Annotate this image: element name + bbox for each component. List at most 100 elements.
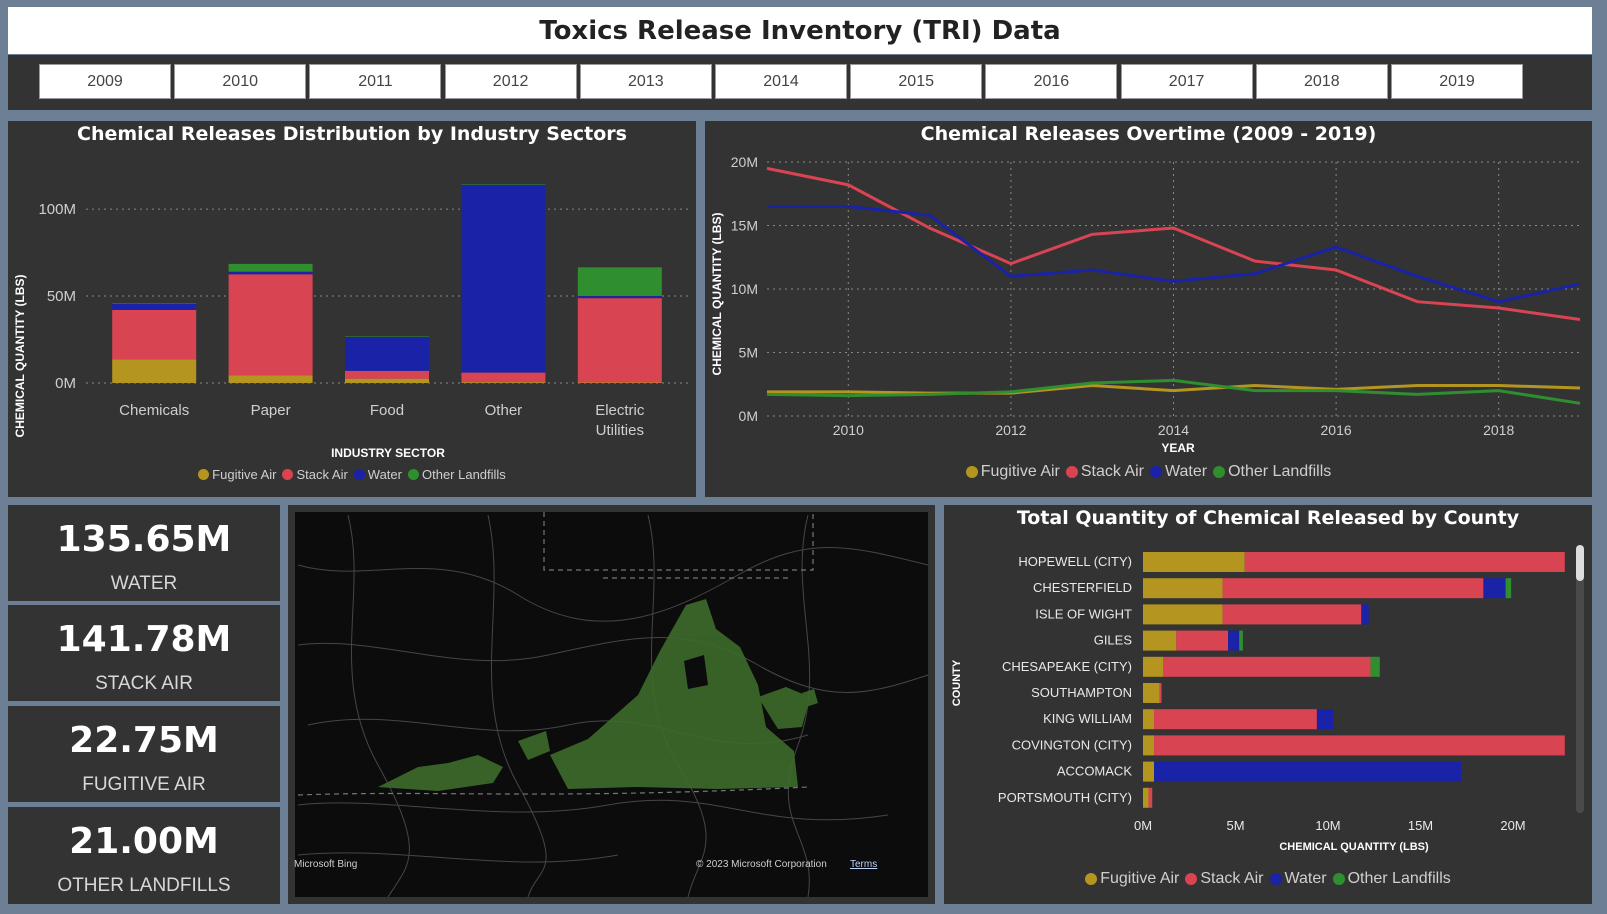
legend-item[interactable]: Fugitive Air [965,463,1060,481]
legend-item[interactable]: Other Landfills [1213,463,1331,481]
year-button-2017[interactable]: 2017 [1120,64,1253,99]
bar-segment [1143,630,1177,651]
chart-title: Chemical Releases Distribution by Indust… [77,123,627,145]
bar-segment [1154,761,1462,782]
bar-segment [228,274,313,376]
year-button-2010[interactable]: 2010 [174,64,307,99]
kpi-card-stack-air: 141.78M STACK AIR [8,605,280,701]
bar-segment [1222,578,1484,599]
legend-swatch [1065,466,1078,478]
y-axis-label: CHEMICAL QUANTITY (LBS) [710,213,724,376]
legend-swatch [1150,466,1163,478]
bar-segment [577,382,662,383]
county-map[interactable]: Microsoft Bing © 2023 Microsoft Corporat… [288,505,935,904]
bar-segment [112,309,197,360]
y-tick-label: PORTSMOUTH (CITY) [998,790,1132,805]
legend-item[interactable]: Water [353,467,402,482]
bar-segment [228,375,313,383]
legend-item[interactable]: Other Landfills [407,467,506,482]
kpi-card-other-landfills: 21.00M OTHER LANDFILLS [8,807,280,904]
kpi-label: WATER [110,573,178,594]
bar-segment [461,184,546,185]
series-line [767,204,1581,304]
map-panel[interactable]: Microsoft Bing © 2023 Microsoft Corporat… [288,505,935,904]
bar-segment [577,298,662,383]
legend-swatch [1185,873,1198,885]
year-button-2013[interactable]: 2013 [579,64,712,99]
legend-item[interactable]: Other Landfills [1332,870,1451,888]
bar-segment [1505,578,1512,599]
legend-item[interactable]: Water [1150,463,1207,481]
year-button-2009[interactable]: 2009 [39,64,171,99]
bar-segment [1154,709,1317,730]
year-button-2012[interactable]: 2012 [444,64,577,99]
y-tick-label: CHESTERFIELD [1033,580,1132,595]
year-button-2015[interactable]: 2015 [850,64,983,99]
bar-segment [1148,787,1153,808]
legend-item[interactable]: Fugitive Air [1085,870,1179,888]
year-button-2011[interactable]: 2011 [309,64,442,99]
bar-segment [1222,604,1362,625]
legend-item[interactable]: Fugitive Air [198,467,276,482]
bar-segment [345,336,429,337]
legend-swatch [1269,873,1282,885]
y-tick-label: 10M [731,281,758,297]
bar-segment [1370,656,1380,677]
legend-label: Fugitive Air [980,463,1060,480]
kpi-card-water: 135.65M WATER [8,505,280,601]
y-tick-label: 15M [731,218,758,234]
bar-segment [461,372,546,383]
year-button-2016[interactable]: 2016 [985,64,1118,99]
bar-segment [1154,735,1565,756]
legend-item[interactable]: Stack Air [282,467,348,482]
bar-segment [228,263,313,272]
bar-segment [461,382,546,383]
x-tick-label: 2016 [1321,422,1352,438]
bar-segment [461,184,546,373]
y-tick-label: 0M [55,375,76,392]
year-button-2018[interactable]: 2018 [1255,64,1388,99]
y-axis-label: COUNTY [951,659,963,706]
bar-segment [1143,578,1223,599]
x-tick-label: 0M [1134,818,1152,833]
x-tick-label: 2010 [833,422,864,438]
legend-swatch [1213,466,1226,478]
kpi-label: OTHER LANDFILLS [57,875,231,896]
year-button-2019[interactable]: 2019 [1391,64,1523,99]
bar-segment [345,370,429,379]
legend-item[interactable]: Water [1269,870,1327,888]
y-tick-label: ISLE OF WIGHT [1035,606,1132,621]
kpi-label: STACK AIR [95,673,193,694]
year-button-2014[interactable]: 2014 [715,64,847,99]
y-tick-label: CHESAPEAKE (CITY) [1002,659,1132,674]
kpi-value: 21.00M [69,821,219,862]
bar-segment [1316,709,1334,730]
scrollbar[interactable] [1576,545,1584,813]
bar-segment [112,303,197,304]
x-tick-label: 2014 [1158,422,1189,438]
x-axis-label: YEAR [1161,441,1195,455]
legend-swatch [407,469,419,480]
bar-segment [1176,630,1229,651]
kpi-label: FUGITIVE AIR [82,774,206,795]
bar-segment [112,303,197,310]
bar-segment [1143,735,1155,756]
map-terms-link[interactable]: Terms [850,859,877,870]
x-axis-label: INDUSTRY SECTOR [331,446,445,460]
kpi-value: 22.75M [69,720,219,761]
bar-segment [1143,683,1160,703]
y-tick-label: SOUTHAMPTON [1031,685,1132,700]
bar-segment [1361,604,1369,625]
y-tick-label: KING WILLIAM [1043,711,1132,726]
sector-bar-chart: 0M 50M 100M Chemicals Paper Food Other Electric… [13,184,688,460]
legend-item[interactable]: Stack Air [1065,463,1144,481]
series-line [767,384,1581,395]
county-bar-chart: HOPEWELL (CITY) CHESTERFIELD ISLE OF WIGHT… [951,552,1565,853]
bar-segment [228,271,313,275]
y-axis-label: CHEMICAL QUANTITY (LBS) [13,275,27,438]
legend-item[interactable]: Stack Air [1185,870,1264,888]
x-tick-label: Electric [595,402,645,419]
series-line [766,166,1581,321]
scrollbar-thumb[interactable] [1576,545,1584,581]
line-chart-panel: Chemical Releases Overtime (2009 - 2019)… [705,121,1592,497]
